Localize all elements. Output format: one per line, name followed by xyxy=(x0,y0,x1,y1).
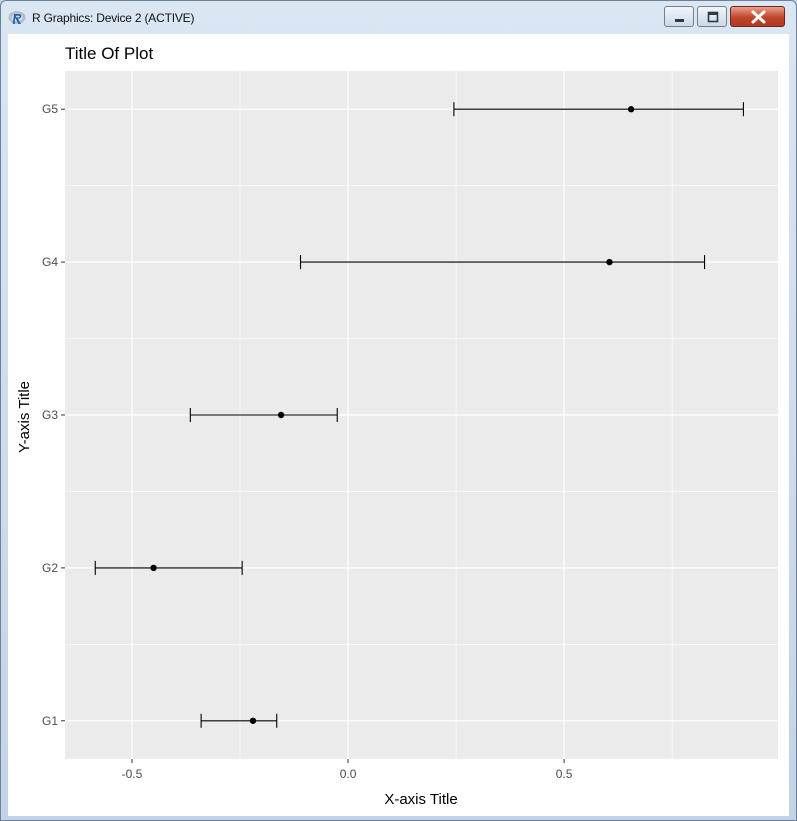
maximize-button[interactable] xyxy=(697,6,727,27)
errorbar-plot: Title Of Plot -0.5 0.0 0.5 G1 G2 G3 G4 G5 X-axi… xyxy=(16,44,778,808)
minimize-icon xyxy=(675,19,684,22)
close-icon xyxy=(751,10,766,24)
errorbar-g1 xyxy=(200,713,278,728)
window-title: R Graphics: Device 2 (ACTIVE) xyxy=(32,11,195,25)
x-tick-label: -0.5 xyxy=(122,767,143,781)
grid-lines xyxy=(65,71,778,759)
title-bar[interactable]: R Graphics: Device 2 (ACTIVE) xyxy=(1,1,796,35)
y-tick-label: G5 xyxy=(42,102,58,116)
plot-title: Title Of Plot xyxy=(65,44,153,63)
errorbar-g2 xyxy=(94,560,243,575)
estimate-point xyxy=(249,717,257,724)
estimate-point xyxy=(277,411,285,419)
close-button[interactable] xyxy=(730,6,785,27)
y-axis-title: Y-axis Title xyxy=(16,381,33,453)
estimate-point xyxy=(627,106,635,113)
estimate-point xyxy=(150,564,157,572)
data-layer xyxy=(94,102,744,728)
y-tick-label: G3 xyxy=(42,408,58,422)
x-tick-label: 0.0 xyxy=(340,767,357,781)
errorbar-g5 xyxy=(453,102,744,117)
estimate-point xyxy=(606,258,613,266)
x-axis-title: X-axis Title xyxy=(384,791,457,808)
graphics-device-area: Title Of Plot -0.5 0.0 0.5 G1 G2 G3 G4 G5 X-axi… xyxy=(8,34,789,816)
minimize-button[interactable] xyxy=(664,6,694,27)
errorbar-g4 xyxy=(299,255,706,270)
errorbar-g3 xyxy=(189,408,338,422)
y-tick-label: G2 xyxy=(42,561,58,575)
maximize-icon xyxy=(707,11,719,23)
y-tick-label: G1 xyxy=(42,714,58,728)
axis-layer: -0.5 0.0 0.5 G1 G2 G3 G4 G5 xyxy=(42,102,573,781)
x-tick-label: 0.5 xyxy=(556,767,573,781)
r-logo-icon xyxy=(8,11,26,24)
y-tick-label: G4 xyxy=(42,255,58,269)
